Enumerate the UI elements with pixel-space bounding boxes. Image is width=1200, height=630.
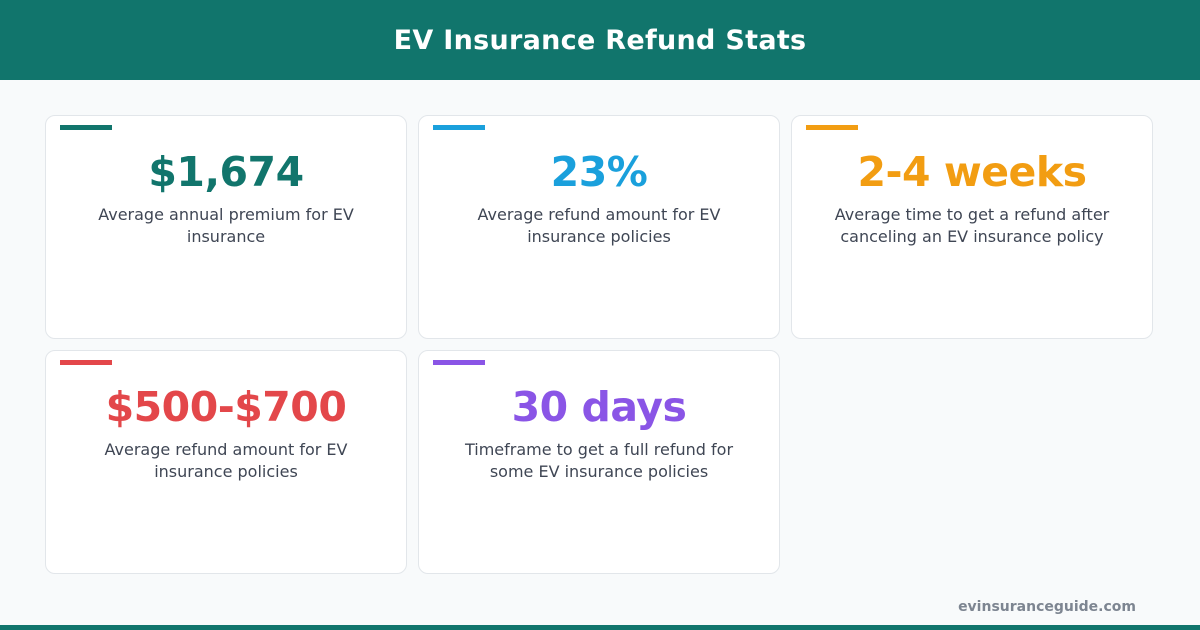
stat-card-annual-premium: $1,674 Average annual premium for EV ins… [45,115,407,339]
stat-card-full-refund-window: 30 days Timeframe to get a full refund f… [418,350,780,574]
stat-description: Timeframe to get a full refund for some … [464,440,734,481]
stat-value: 30 days [511,383,687,431]
header-banner: EV Insurance Refund Stats [0,0,1200,80]
card-accent-bar [60,360,112,365]
card-accent-bar [433,125,485,130]
stat-description: Average time to get a refund after cance… [834,205,1110,246]
stat-value: 2-4 weeks [857,148,1087,196]
stat-card-refund-percent: 23% Average refund amount for EV insuran… [418,115,780,339]
stat-description: Average refund amount for EV insurance p… [104,440,348,481]
stat-description: Average annual premium for EV insurance [98,205,354,246]
card-accent-bar [60,125,112,130]
card-accent-bar [806,125,858,130]
stat-card-refund-time: 2-4 weeks Average time to get a refund a… [791,115,1153,339]
stat-card-refund-amount: $500-$700 Average refund amount for EV i… [45,350,407,574]
stat-value: 23% [550,148,648,196]
stat-value: $500-$700 [105,383,347,431]
stat-description: Average refund amount for EV insurance p… [477,205,721,246]
stat-value: $1,674 [148,148,304,196]
card-accent-bar [433,360,485,365]
page-title: EV Insurance Refund Stats [393,24,807,56]
bottom-accent-bar [0,625,1200,630]
source-link[interactable]: evinsuranceguide.com [958,599,1136,615]
